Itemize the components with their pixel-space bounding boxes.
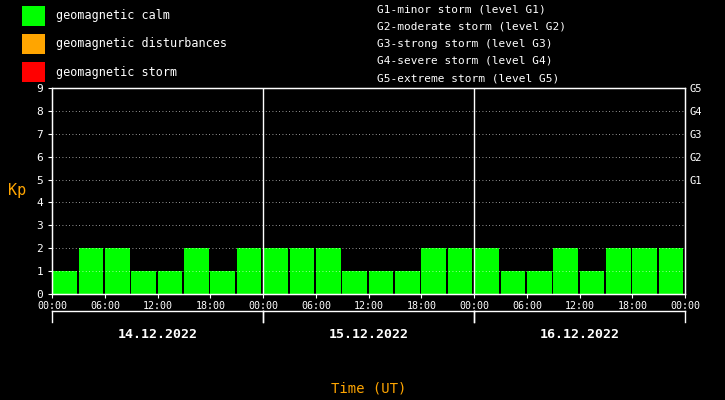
Bar	[421, 248, 446, 294]
Bar	[210, 271, 235, 294]
Bar	[448, 248, 473, 294]
Bar	[52, 271, 77, 294]
Text: geomagnetic disturbances: geomagnetic disturbances	[56, 38, 227, 50]
Bar	[553, 248, 578, 294]
Bar	[474, 248, 499, 294]
Text: geomagnetic calm: geomagnetic calm	[56, 9, 170, 22]
Bar	[78, 248, 103, 294]
Bar	[527, 271, 552, 294]
Text: 16.12.2022: 16.12.2022	[539, 328, 620, 341]
Text: 15.12.2022: 15.12.2022	[328, 328, 409, 341]
Bar	[157, 271, 182, 294]
Bar	[184, 248, 209, 294]
Bar	[316, 248, 341, 294]
Text: geomagnetic storm: geomagnetic storm	[56, 66, 177, 79]
Bar	[342, 271, 367, 294]
Text: G2-moderate storm (level G2): G2-moderate storm (level G2)	[377, 22, 566, 32]
Bar	[368, 271, 393, 294]
Text: G5-extreme storm (level G5): G5-extreme storm (level G5)	[377, 73, 559, 83]
Bar	[500, 271, 525, 294]
Text: G1-minor storm (level G1): G1-minor storm (level G1)	[377, 4, 546, 14]
Bar	[22, 6, 45, 26]
Bar	[606, 248, 631, 294]
Bar	[131, 271, 156, 294]
Bar	[632, 248, 657, 294]
Bar	[237, 248, 262, 294]
Bar	[579, 271, 604, 294]
Bar	[395, 271, 420, 294]
Bar	[105, 248, 130, 294]
Bar	[263, 248, 288, 294]
Text: G4-severe storm (level G4): G4-severe storm (level G4)	[377, 56, 552, 66]
Text: 14.12.2022: 14.12.2022	[117, 328, 198, 341]
Bar	[659, 248, 684, 294]
Bar	[289, 248, 314, 294]
Bar	[22, 34, 45, 54]
Text: G3-strong storm (level G3): G3-strong storm (level G3)	[377, 39, 552, 49]
Text: Kp: Kp	[8, 184, 27, 198]
Bar	[22, 62, 45, 82]
Text: Time (UT): Time (UT)	[331, 382, 406, 396]
